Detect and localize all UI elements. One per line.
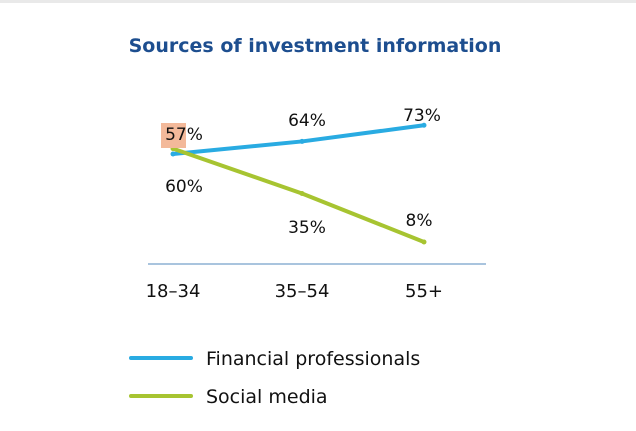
x-tick-label: 18–34: [146, 281, 201, 302]
data-point: [299, 191, 305, 197]
data-label: 8%: [406, 211, 433, 231]
data-point: [170, 151, 176, 157]
data-label: 57%: [165, 125, 203, 145]
chart-title: Sources of investment information: [128, 35, 502, 57]
data-label: 35%: [288, 218, 326, 238]
highlight-box: [161, 123, 186, 148]
data-point: [421, 122, 427, 128]
data-point: [299, 138, 305, 144]
x-tick-label: 35–54: [275, 281, 330, 302]
x-tick-label: 55+: [405, 281, 443, 302]
data-label: 73%: [403, 106, 441, 126]
legend-label: Social media: [206, 386, 328, 408]
data-point: [421, 239, 427, 245]
data-label: 64%: [288, 111, 326, 131]
legend-label: Financial professionals: [206, 348, 420, 370]
data-label: 60%: [165, 177, 203, 197]
